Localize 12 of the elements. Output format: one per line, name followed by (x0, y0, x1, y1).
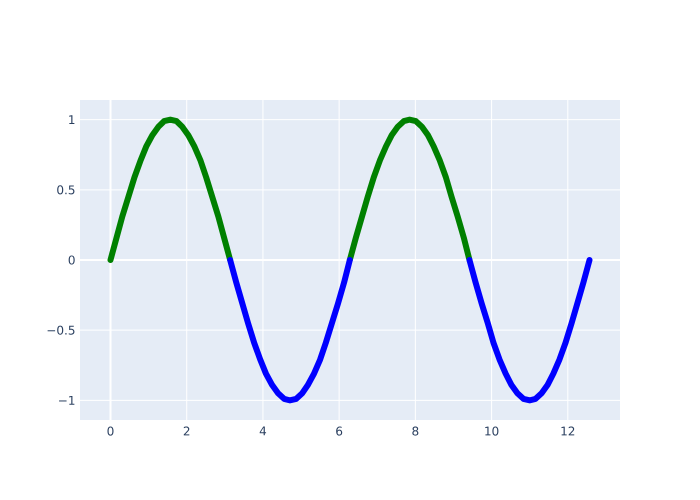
x-tick-label: 6 (336, 426, 342, 436)
x-tick-label: 2 (184, 426, 190, 436)
y-tick-label: 0 (68, 255, 75, 265)
x-tick-label: 10 (485, 426, 498, 436)
y-tick-label: 1 (69, 115, 74, 124)
y-tick-label: 0.5 (57, 185, 74, 194)
x-tick-label: 0 (107, 426, 114, 436)
y-tick-label: −1 (59, 396, 74, 405)
x-tick-label: 12 (561, 426, 574, 436)
x-tick-label: 4 (260, 426, 266, 436)
x-tick-label: 8 (412, 426, 418, 436)
y-tick-label: −0.5 (48, 326, 74, 335)
